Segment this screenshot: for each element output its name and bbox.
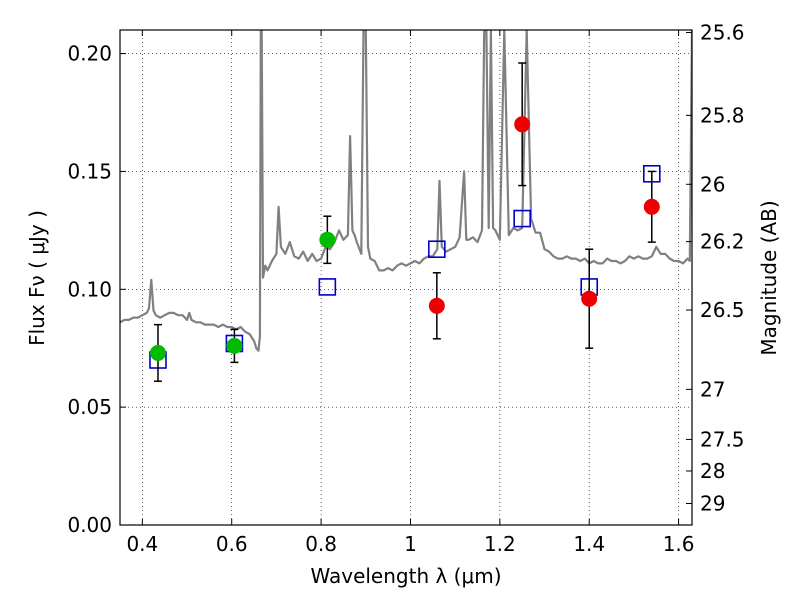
right-tick-label: 26.2 xyxy=(700,230,745,254)
y-tick-label: 0.20 xyxy=(67,42,112,66)
plot-frame xyxy=(119,29,693,526)
x-axis: 0.4 0.6 0.8 1 1.2 1.4 1.6 xyxy=(126,30,695,556)
right-tick-label: 27 xyxy=(700,377,725,401)
series-layer xyxy=(120,30,692,352)
right-tick-label: 25.8 xyxy=(700,103,745,127)
x-tick-label: 0.6 xyxy=(216,532,248,556)
model-photometry-point xyxy=(513,209,531,228)
right-tick-label: 26.5 xyxy=(700,298,745,322)
x-axis-label: Wavelength λ (μm) xyxy=(310,564,501,588)
x-tick-label: 1.4 xyxy=(573,532,605,556)
y-axis-label: Flux Fν ( μJy ) xyxy=(25,210,49,346)
y-tick-label: 0.10 xyxy=(67,277,112,301)
detection-point xyxy=(643,198,660,215)
right-tick-label: 29 xyxy=(700,492,725,516)
x-tick-label: 1.6 xyxy=(663,532,695,556)
right-tick-label: 26 xyxy=(700,172,725,196)
y-axis-right-label: Magnitude (AB) xyxy=(757,200,781,355)
y-axis-right: 25.6 25.8 26 26.2 26.5 27 27.5 28 29 xyxy=(686,21,745,516)
right-tick-label: 27.5 xyxy=(700,427,745,451)
y-tick-label: 0.00 xyxy=(67,513,112,537)
y-axis-left: 0.00 0.05 0.10 0.15 0.20 xyxy=(67,42,126,537)
points-layer xyxy=(149,62,661,382)
right-tick-label: 28 xyxy=(700,459,725,483)
detection-point xyxy=(514,116,531,133)
detection-point xyxy=(581,290,598,307)
spectrum-line xyxy=(120,30,692,352)
model-photometry-point xyxy=(428,240,446,259)
x-tick-label: 1.2 xyxy=(484,532,516,556)
detection-point xyxy=(428,297,445,314)
x-tick-label: 0.4 xyxy=(126,532,158,556)
y-tick-label: 0.15 xyxy=(67,159,112,183)
detection-point xyxy=(149,344,166,361)
x-tick-label: 1 xyxy=(404,532,417,556)
x-tick-label: 0.8 xyxy=(305,532,337,556)
detection-point xyxy=(226,337,243,354)
model-photometry-point xyxy=(318,278,337,296)
detection-point xyxy=(319,231,336,248)
right-tick-label: 25.6 xyxy=(700,21,745,45)
y-tick-label: 0.05 xyxy=(67,395,112,419)
